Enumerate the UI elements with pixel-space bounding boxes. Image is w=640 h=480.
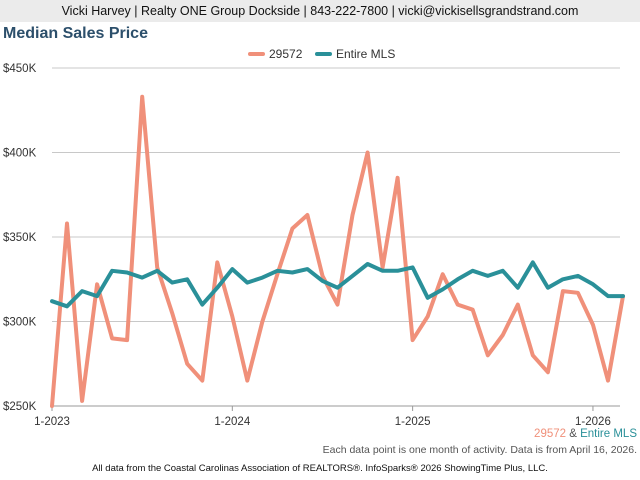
header-contact-bar: Vicki Harvey | Realty ONE Group Dockside…	[0, 0, 640, 22]
chart-title: Median Sales Price	[3, 25, 148, 42]
corner-legend-series2: Entire MLS	[580, 428, 637, 440]
y-tick-label: $300K	[3, 317, 37, 329]
footer-source: All data from the Coastal Carolinas Asso…	[92, 463, 548, 474]
corner-legend-series1: 29572	[534, 428, 567, 440]
y-tick-label: $450K	[3, 63, 37, 75]
header-contact-text: Vicki Harvey | Realty ONE Group Dockside…	[61, 4, 579, 18]
series-line-1	[50, 94, 625, 408]
x-tick-label: 1-2025	[395, 416, 431, 428]
y-tick-label: $400K	[3, 148, 37, 160]
footer-note: Each data point is one month of activity…	[322, 444, 637, 456]
y-tick-label: $250K	[3, 401, 37, 413]
corner-legend: 29572 & Entire MLS	[534, 428, 637, 440]
x-tick-label: 1-2023	[34, 416, 70, 428]
x-tick-label: 1-2026	[575, 416, 611, 428]
x-tick-label: 1-2024	[214, 416, 250, 428]
series-line-2	[50, 260, 625, 309]
y-tick-label: $350K	[3, 232, 37, 244]
legend-label-1: 29572	[269, 47, 303, 61]
legend-label-2: Entire MLS	[336, 47, 395, 61]
corner-legend-amp: &	[569, 428, 577, 440]
